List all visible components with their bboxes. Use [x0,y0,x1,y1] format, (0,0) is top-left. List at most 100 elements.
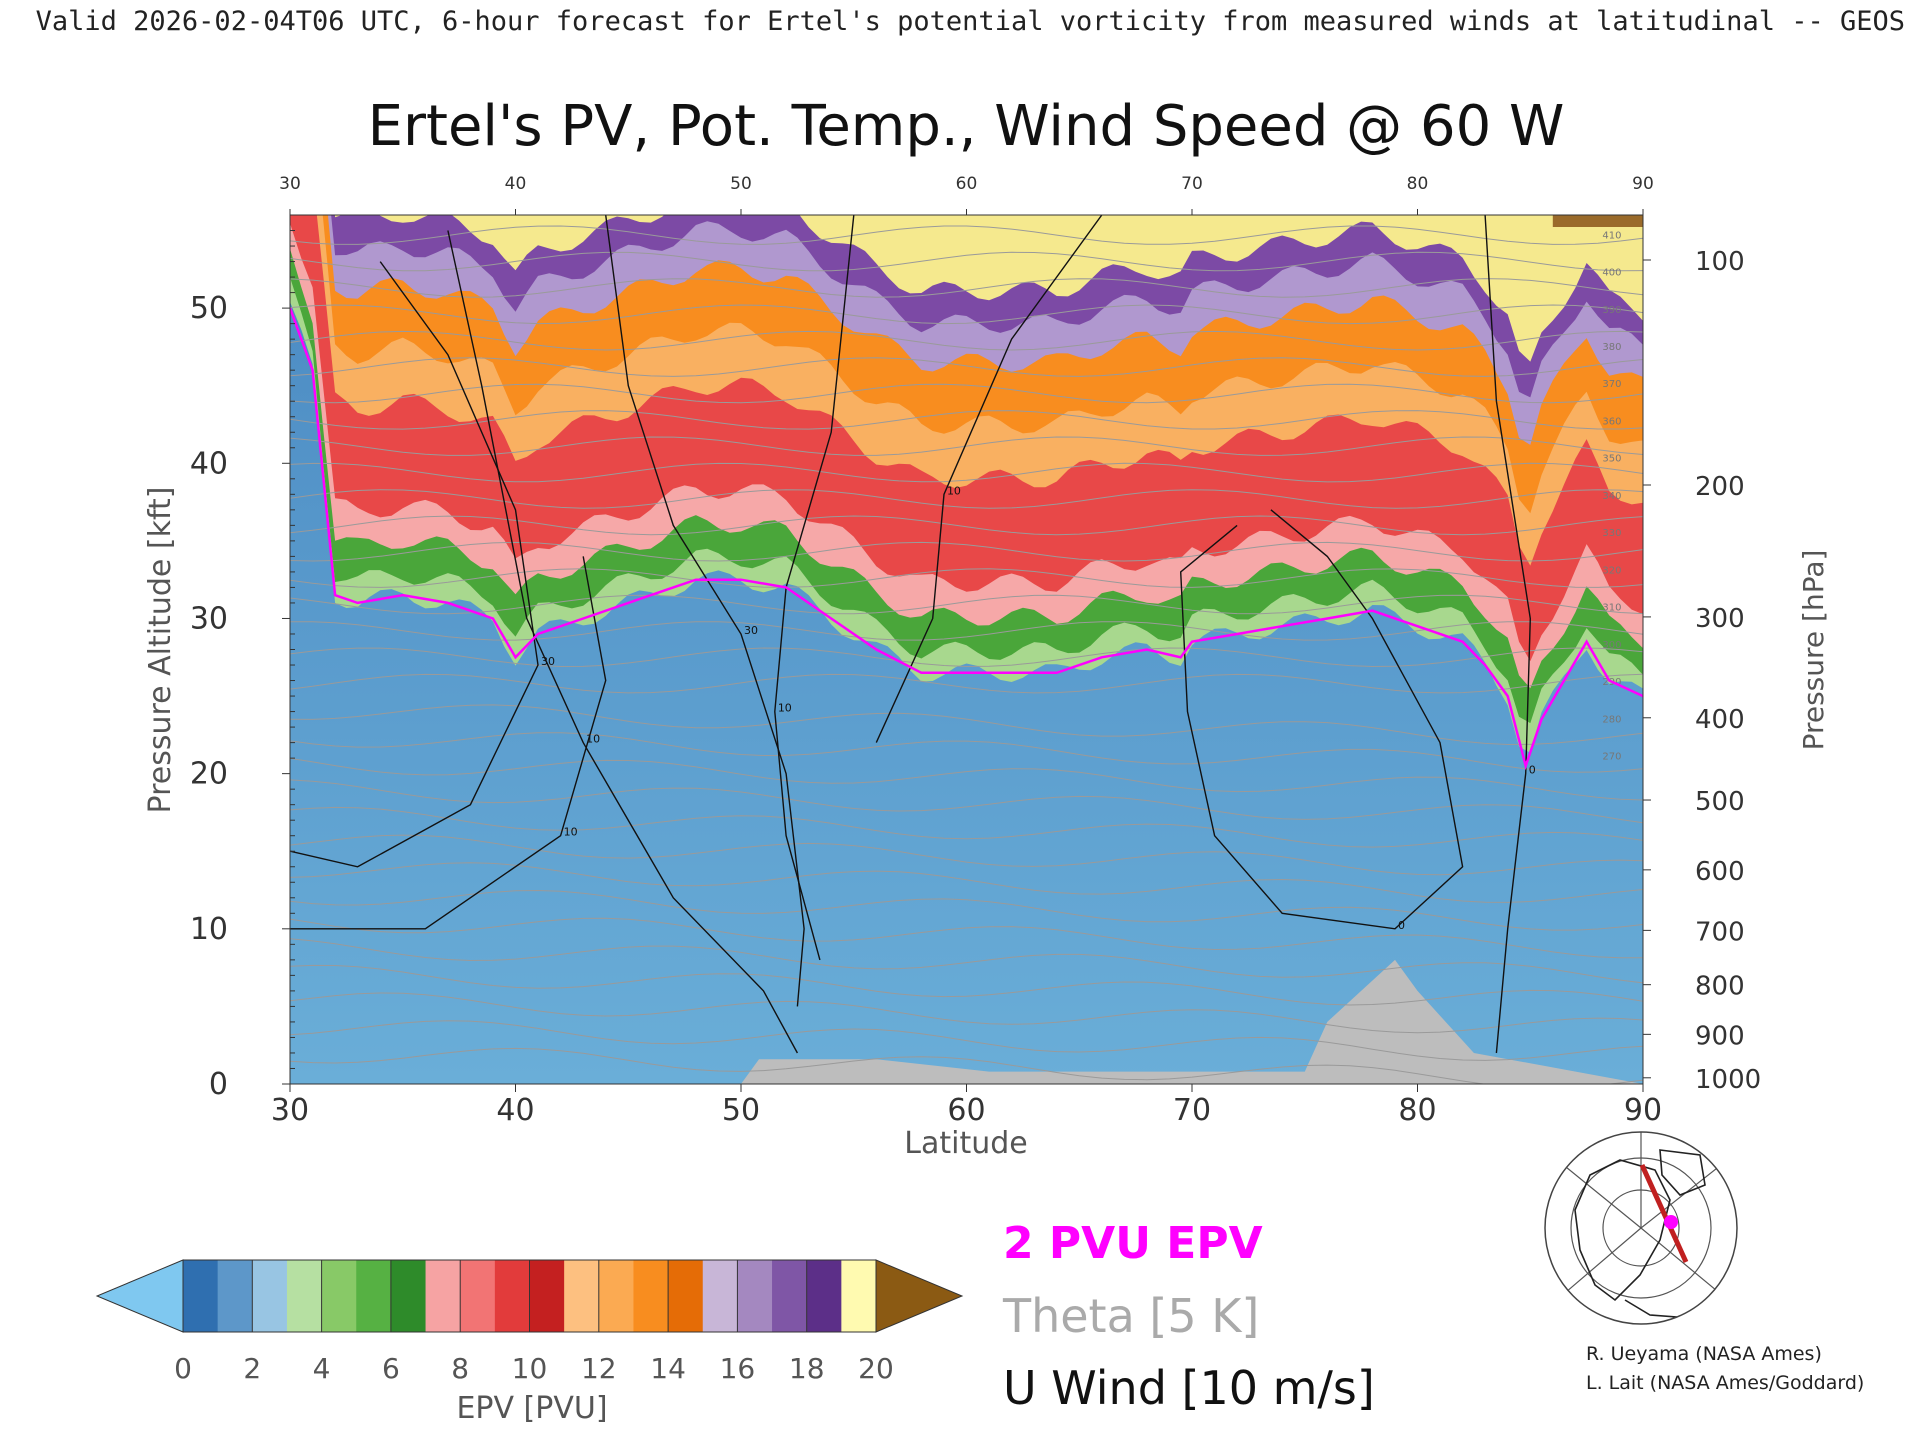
theta-line [290,673,1643,694]
x-tick-label: 90 [1624,1093,1662,1128]
wind-label: 0 [1529,764,1536,777]
colorbar-tick-label: 18 [789,1352,825,1385]
theta-line [290,889,1643,931]
wind-label: 10 [564,826,578,839]
x-tick-label: 70 [1173,1093,1211,1128]
theta-line [290,594,1643,615]
y-tick-label: 0 [209,1067,228,1102]
epv-bands [290,215,1643,1084]
pressure-tick-label: 100 [1695,247,1745,277]
colorbar-tick-label: 14 [650,1352,686,1385]
theta-label: 370 [1602,379,1621,390]
pressure-tick-label: 900 [1695,1021,1745,1051]
theta-line [290,251,1643,272]
colorbar-label: EPV [PVU] [456,1391,607,1426]
theta-line [290,410,1643,430]
colorbar-segment [321,1260,357,1332]
colorbar-segment [390,1260,427,1332]
epv-band [331,215,1643,398]
theta-line [290,462,1643,483]
theta-label: 400 [1602,268,1621,279]
theta-line [290,621,1643,641]
x-tick-label: 80 [1398,1093,1436,1128]
theta-line [290,964,1643,1006]
topography [290,959,1643,1084]
wind-label: 10 [778,702,792,715]
x-top-tick-label: 50 [730,174,752,194]
theta-line [290,862,1643,903]
x-top-tick-label: 40 [505,174,527,194]
colorbar-tick-label: 20 [858,1352,894,1385]
colorbar-tick-label: 2 [243,1352,261,1385]
pressure-tick-label: 200 [1695,472,1745,502]
y-tick-label: 30 [190,601,228,636]
colorbar-segment [772,1260,808,1332]
colorbar-segment [737,1260,773,1332]
colorbar-segment [841,1260,877,1332]
pressure-tick-label: 500 [1695,787,1745,817]
x-top-tick-label: 60 [956,174,978,194]
theta-label: 360 [1602,416,1621,427]
colorbar-tick-label: 6 [382,1352,400,1385]
colorbar-segment [252,1260,288,1332]
colorbar-segment [702,1260,738,1332]
x-tick-label: 60 [947,1093,985,1128]
colorbar-segment [668,1260,704,1332]
colorbar-segment [633,1260,669,1332]
colorbar-tick-label: 16 [720,1352,756,1385]
legend-wind: U Wind [10 m/s] [1003,1361,1375,1415]
x-top-tick-label: 70 [1181,174,1203,194]
colorbar-segment [286,1260,323,1332]
theta-line [290,383,1643,404]
epv-band [334,215,1643,362]
theta-line [290,225,1643,245]
colorbar-under-arrow [95,1259,184,1333]
pressure-tick-label: 300 [1695,604,1745,634]
x-top-tick-label: 90 [1632,174,1654,194]
colorbar-tick-label: 12 [581,1352,617,1385]
wind-contour [774,215,855,961]
theta-line [290,357,1643,377]
plot-area: 4104003903803703603503403303203103002902… [290,215,1643,1084]
chart-title: Ertel's PV, Pot. Temp., Wind Speed @ 60 … [368,94,1565,159]
wind-label: 30 [744,624,758,637]
topography-fill [290,959,1643,1084]
x-top-tick-label: 80 [1407,174,1429,194]
header-text: Valid 2026-02-04T06 UTC, 6-hour forecast… [36,6,1905,37]
theta-line [290,304,1643,325]
legend-theta: Theta [5 K] [1002,1289,1259,1343]
colorbar-segment [529,1260,565,1332]
theta-line [290,489,1643,509]
colorbar-segment [564,1260,600,1332]
pressure-tick-label: 800 [1695,972,1745,1002]
theta-line [290,278,1643,298]
theta-line [290,806,1643,848]
colorbar-segment [356,1260,392,1332]
pressure-tick-label: 600 [1695,857,1745,887]
theta-line [290,647,1643,668]
theta-line [290,992,1643,1034]
theta-label: 300 [1602,640,1621,651]
colorbar-segment [183,1260,219,1332]
wind-contour [1484,215,1532,1054]
wind-contour [1179,509,1464,930]
y-tick-label: 40 [190,446,228,481]
y-tick-label: 50 [190,291,228,326]
locator-map [1544,1131,1738,1325]
colorbar-tick-label: 8 [451,1352,469,1385]
theta-label: 350 [1602,454,1621,465]
pressure-tick-label: 700 [1695,917,1745,947]
y-tick-label: 10 [190,912,228,947]
y-axis-left-label: Pressure Altitude [kft] [143,487,178,814]
wind-contour [875,215,1103,743]
colorbar-segment [494,1260,530,1332]
colorbar-segment [217,1260,253,1332]
theta-label: 340 [1602,491,1621,502]
x-tick-label: 50 [722,1093,760,1128]
theta-contours: 4104003903803703603503403303203103002902… [290,225,1643,1084]
pv-2pvu-contour [290,307,1643,771]
pressure-tick-label: 400 [1695,705,1745,735]
y-tick-label: 20 [190,757,228,792]
theta-line [290,1020,1643,1061]
theta-line [290,436,1643,456]
